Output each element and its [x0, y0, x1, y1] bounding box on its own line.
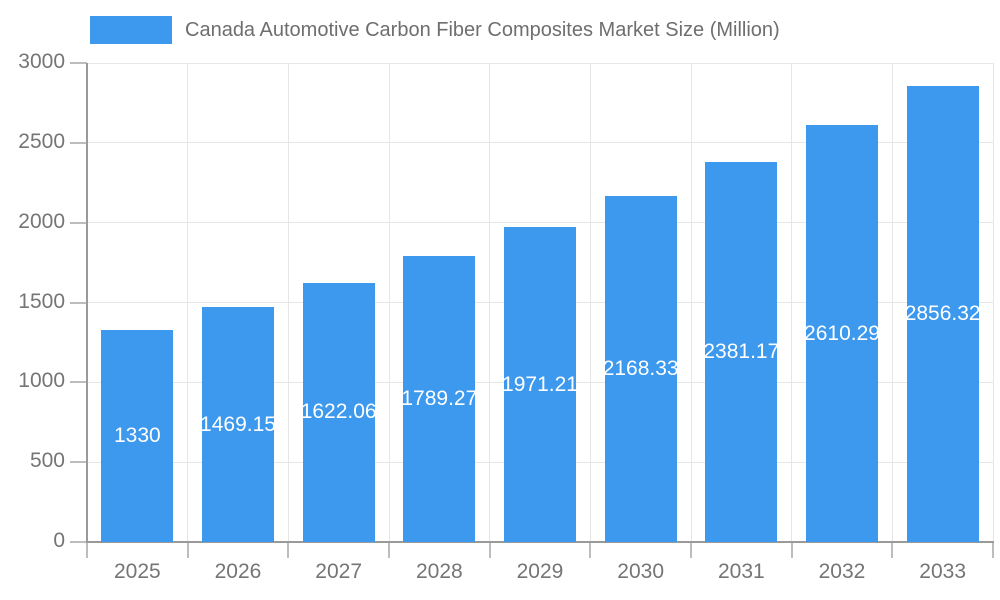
bar: 1971.21 [504, 227, 576, 542]
bar-value-label: 1469.15 [202, 412, 274, 436]
bar-value-label: 2381.17 [705, 339, 778, 363]
x-axis-tick [388, 542, 390, 558]
x-axis-label: 2026 [214, 560, 262, 583]
y-axis-line [86, 63, 88, 543]
gridline-vertical [388, 63, 390, 542]
x-axis-tick [891, 542, 894, 558]
gridline-vertical [489, 63, 491, 542]
x-axis-tick [790, 542, 793, 558]
y-axis-label: 1000 [18, 369, 65, 393]
bar: 1622.06 [302, 283, 375, 542]
gridline-vertical [791, 63, 793, 542]
y-axis-tick [70, 62, 87, 64]
legend-swatch [90, 16, 172, 44]
x-axis-label: 2028 [415, 560, 463, 583]
gridline-vertical [187, 63, 189, 542]
bar-value-label: 2168.33 [604, 356, 677, 380]
bar: 1469.15 [202, 307, 274, 542]
bar: 1789.27 [403, 256, 476, 542]
x-axis-tick [589, 542, 592, 558]
y-axis-tick [70, 461, 87, 464]
x-axis-label: 2025 [113, 560, 161, 583]
y-axis-label: 2000 [18, 209, 65, 233]
gridline-vertical [891, 63, 893, 542]
chart-title: Canada Automotive Carbon Fiber Composite… [185, 18, 780, 41]
y-axis-tick [70, 301, 87, 304]
y-axis-label: 0 [53, 529, 65, 552]
gridline-vertical [992, 63, 994, 542]
bar-value-label: 1622.06 [302, 400, 375, 424]
x-axis-tick [86, 542, 88, 558]
bar: 2610.29 [806, 125, 878, 542]
bar: 1330 [101, 329, 174, 542]
x-axis-tick [186, 542, 189, 558]
gridline-vertical [690, 63, 692, 542]
x-axis-tick [690, 542, 692, 558]
x-axis-label: 2031 [717, 560, 765, 583]
y-axis-label: 3000 [18, 50, 65, 73]
gridline-horizontal [87, 142, 993, 144]
bar-value-label: 1789.27 [403, 387, 476, 411]
x-axis-tick [992, 542, 994, 558]
bar-value-label: 1330 [113, 423, 161, 447]
x-axis-tick [488, 542, 491, 558]
bar: 2168.33 [604, 195, 677, 542]
gridline-horizontal [87, 62, 993, 64]
legend-item[interactable]: Canada Automotive Carbon Fiber Composite… [90, 16, 780, 44]
bar: 2381.17 [705, 161, 778, 542]
bar: 2856.32 [906, 85, 979, 542]
y-axis-label: 2500 [18, 129, 65, 153]
y-axis-label: 500 [29, 449, 65, 473]
gridline-vertical [287, 63, 289, 542]
bar-value-label: 2856.32 [906, 301, 979, 325]
gridline-vertical [589, 63, 591, 542]
bar-value-label: 2610.29 [806, 321, 878, 345]
y-axis-tick [70, 221, 87, 224]
gridline-horizontal [87, 222, 993, 224]
y-axis-tick [70, 541, 87, 543]
x-axis-label: 2029 [516, 560, 564, 583]
x-axis-label: 2033 [919, 560, 967, 583]
bar-value-label: 1971.21 [504, 372, 576, 396]
x-axis-line [86, 541, 994, 543]
y-axis-label: 1500 [18, 289, 65, 313]
x-axis-tick [287, 542, 290, 558]
x-axis-label: 2027 [315, 560, 363, 583]
x-axis-label: 2030 [617, 560, 665, 583]
y-axis-tick [70, 381, 87, 384]
x-axis-label: 2032 [818, 560, 866, 583]
y-axis-tick [70, 141, 87, 144]
